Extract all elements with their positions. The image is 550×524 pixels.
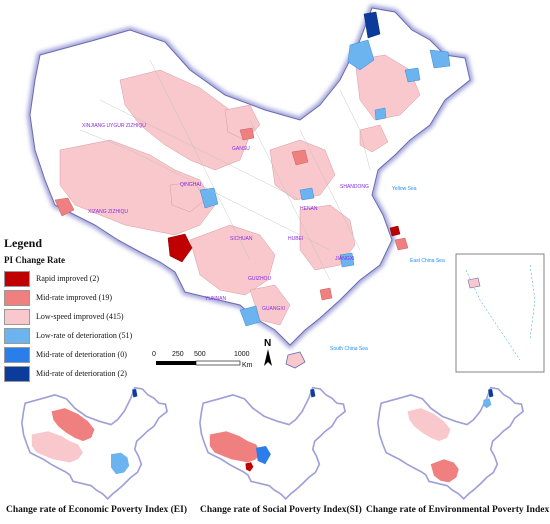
province-labels: XINJIANG UYGUR ZIZHIQU XIZANG ZIZHIQU QI… xyxy=(82,123,369,312)
legend-label: Mid-rate improved (19) xyxy=(36,293,112,302)
legend-label: Low-speed improved (415) xyxy=(36,312,124,321)
legend-label: Low-rate of deterioration (51) xyxy=(36,331,133,340)
scale-tick-0: 0 xyxy=(152,351,156,358)
legend-label: Rapid improved (2) xyxy=(36,274,100,283)
mid-rate-improved-regions xyxy=(54,127,409,301)
legend-swatch xyxy=(4,289,30,306)
label-sichuan: SICHUAN xyxy=(230,236,253,242)
legend-swatch xyxy=(4,327,30,344)
label-guangxi: GUANGXI xyxy=(262,306,285,312)
label-gansu: GANSU xyxy=(232,146,250,152)
label-yellow-sea: Yellow Sea xyxy=(392,186,417,192)
rapid-improved-regions xyxy=(167,225,401,263)
label-hubei: HUBEI xyxy=(288,236,303,242)
legend-title: Legend xyxy=(4,236,43,250)
label-south-china-sea: South China Sea xyxy=(330,346,368,352)
mid-rate-deterioration-regions xyxy=(363,11,381,39)
north-arrow-shape xyxy=(264,349,272,366)
label-qinghai: QINGHAI xyxy=(180,182,201,188)
label-xizang: XIZANG ZIZHIQU xyxy=(88,209,128,215)
legend-label: Mid-rate of deterioration (0) xyxy=(36,350,127,359)
label-yunnan: YUNNAN xyxy=(205,296,227,302)
legend-item: Low-rate of deterioration (51) xyxy=(4,326,164,345)
scale-bar xyxy=(156,360,241,366)
label-east-china-sea: East China Sea xyxy=(410,258,445,264)
inset-hainan xyxy=(467,277,481,289)
small-map-si xyxy=(199,386,347,501)
scale-tick-250: 250 xyxy=(172,351,184,358)
sea-labels: Yellow Sea East China Sea South China Se… xyxy=(330,186,445,352)
label-jiangxi: JIANGXI xyxy=(335,256,354,262)
label-xinjiang: XINJIANG UYGUR ZIZHIQU xyxy=(82,123,146,129)
legend-subtitle: PI Change Rate xyxy=(4,255,65,265)
caption-si: Change rate of Social Poverty Index(SI) xyxy=(200,505,362,515)
caption-ni: Change rate of Environmental Poverty Ind… xyxy=(366,505,550,515)
county-boundaries xyxy=(79,59,371,281)
legend-item: Mid-rate of deterioration (0) xyxy=(4,345,164,364)
legend-item: Mid-rate of deterioration (2) xyxy=(4,364,164,383)
small-map-ni xyxy=(377,386,525,501)
hainan-island xyxy=(285,351,306,369)
legend-swatch xyxy=(4,270,30,287)
scale-unit: Km xyxy=(242,362,253,369)
legend-swatch xyxy=(4,346,30,363)
legend-item: Rapid improved (2) xyxy=(4,269,164,288)
legend-items: Rapid improved (2) Mid-rate improved (19)… xyxy=(4,269,164,383)
legend-item: Low-speed improved (415) xyxy=(4,307,164,326)
label-henan: HENAN xyxy=(300,206,318,212)
legend-swatch xyxy=(4,308,30,325)
scale-tick-1000: 1000 xyxy=(234,351,250,358)
legend-item: Mid-rate improved (19) xyxy=(4,288,164,307)
legend: Legend PI Change Rate Rapid improved (2)… xyxy=(4,236,164,383)
label-guizhou: GUIZHOU xyxy=(248,276,271,282)
scale-tick-500: 500 xyxy=(194,351,206,358)
caption-ei: Change rate of Economic Poverty Index (E… xyxy=(6,505,188,515)
small-map-ei xyxy=(21,386,169,501)
label-shandong: SHANDONG xyxy=(340,184,369,190)
low-speed-improved-regions xyxy=(59,54,421,326)
low-rate-deterioration-regions xyxy=(199,39,451,327)
south-china-sea-inset xyxy=(455,253,545,373)
legend-swatch xyxy=(4,365,30,382)
north-label: N xyxy=(264,338,272,349)
legend-label: Mid-rate of deterioration (2) xyxy=(36,369,127,378)
